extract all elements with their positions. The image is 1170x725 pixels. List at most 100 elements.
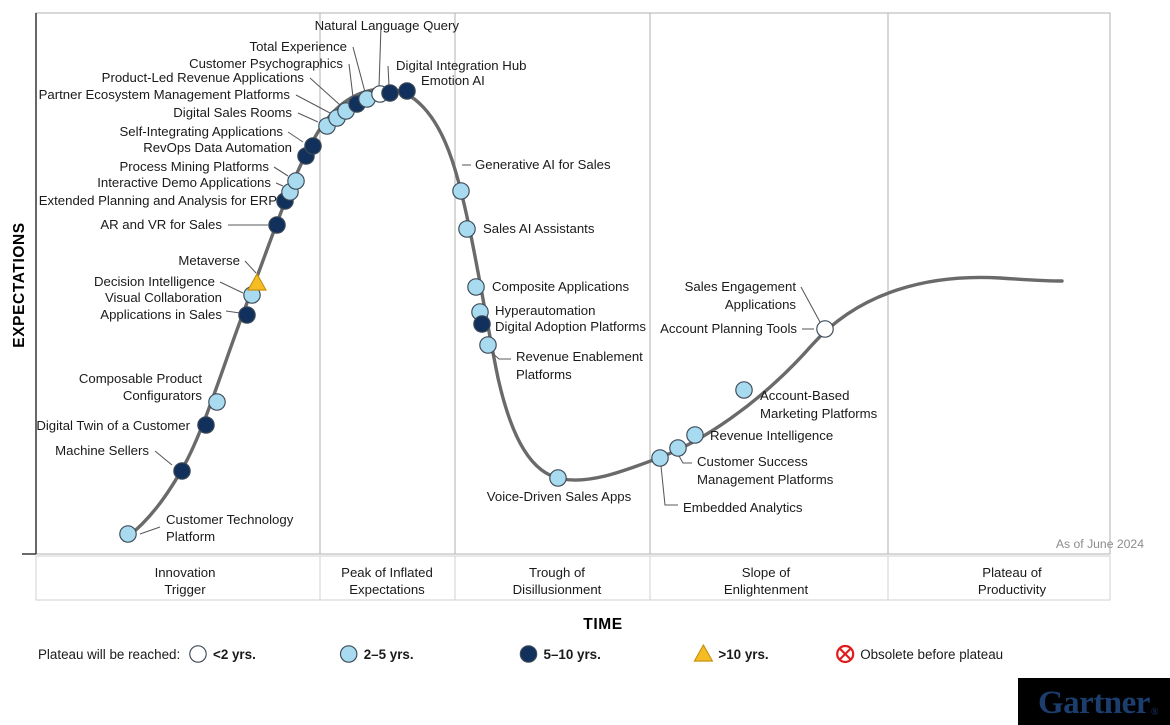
legend-label-10-yrs: >10 yrs. <box>718 647 768 662</box>
data-point-metaverse[interactable] <box>247 272 267 291</box>
data-point-account-planning-tools[interactable] <box>816 320 834 338</box>
leader-line-digital-sales-rooms <box>297 112 319 123</box>
phase-label-trough-2: Disillusionment <box>513 582 602 597</box>
point-label-interactive-demo-applications: Interactive Demo Applications <box>97 175 271 190</box>
point-label-ar-and-vr-for-sales: AR and VR for Sales <box>100 217 222 232</box>
data-point-digital-twin-of-a-customer[interactable] <box>197 416 215 434</box>
point-label-digital-adoption-platforms: Digital Adoption Platforms <box>495 319 646 334</box>
point-label-sales-ai-assistants: Sales AI Assistants <box>483 221 595 236</box>
data-point-customer-technology-platform[interactable] <box>119 525 137 543</box>
data-point-sales-ai-assistants[interactable] <box>458 220 476 238</box>
point-label-generative-ai-for-sales: Generative AI for Sales <box>475 157 611 172</box>
legend: Plateau will be reached: <2 yrs. 2–5 yrs.… <box>38 643 1003 664</box>
data-point-digital-integration-hub[interactable] <box>381 84 399 102</box>
leader-lines-layer <box>139 25 821 535</box>
point-label-embedded-analytics: Embedded Analytics <box>683 500 803 515</box>
phase-label-slope: Slope of <box>742 565 791 580</box>
leader-line-digital-integration-hub <box>387 65 390 87</box>
point-label-sales-engagement-applications-line2: Applications <box>725 297 797 312</box>
phase-label-innovation-trigger: Innovation <box>155 565 216 580</box>
data-point-generative-ai-for-sales[interactable] <box>452 182 470 200</box>
leader-line-decision-intelligence <box>219 281 244 294</box>
data-point-emotion-ai[interactable] <box>398 82 416 100</box>
data-point-revenue-intelligence[interactable] <box>686 426 704 444</box>
phase-band-dividers <box>319 556 889 600</box>
point-label-revenue-intelligence: Revenue Intelligence <box>710 428 833 443</box>
y-axis-title: EXPECTATIONS <box>11 222 28 347</box>
data-point-composable-product-configurators[interactable] <box>208 393 226 411</box>
legend-marker-obsolete-before-plateau <box>836 644 855 664</box>
point-label-metaverse: Metaverse <box>178 253 240 268</box>
as-of-date: As of June 2024 <box>1056 537 1144 551</box>
point-label-emotion-ai: Emotion AI <box>421 73 485 88</box>
leader-line-natural-language-query <box>378 25 382 88</box>
legend-label-obsolete-before-plateau: Obsolete before plateau <box>860 647 1003 662</box>
leader-line-product-led-revenue-applications <box>309 77 341 106</box>
point-label-voice-driven-sales-apps: Voice-Driven Sales Apps <box>487 489 632 504</box>
point-label-customer-technology-platform: Customer Technology <box>166 512 294 527</box>
legend-marker-10-yrs <box>693 643 714 662</box>
point-label-revenue-enablement-platforms-line2: Platforms <box>516 367 572 382</box>
point-label-product-led-revenue-applications: Product-Led Revenue Applications <box>102 70 305 85</box>
leader-line-embedded-analytics <box>660 465 678 506</box>
point-label-account-based-marketing-platforms: Account-Based <box>760 388 849 403</box>
point-label-digital-sales-rooms: Digital Sales Rooms <box>173 105 292 120</box>
point-label-partner-ecosystem-management-platforms: Partner Ecosystem Management Platforms <box>39 87 291 102</box>
data-point-ar-and-vr-for-sales[interactable] <box>268 216 286 234</box>
point-label-account-planning-tools: Account Planning Tools <box>660 321 797 336</box>
data-point-composite-applications[interactable] <box>467 278 485 296</box>
leader-line-total-experience <box>352 46 366 93</box>
point-label-composable-product-configurators: Composable Product <box>79 371 202 386</box>
point-label-machine-sellers: Machine Sellers <box>55 443 149 458</box>
phase-label-trough: Trough of <box>529 565 585 580</box>
point-label-self-integrating-applications: Self-Integrating Applications <box>120 124 284 139</box>
logo-background <box>1018 678 1170 725</box>
phase-label-peak: Peak of Inflated <box>341 565 433 580</box>
data-point-digital-adoption-platforms[interactable] <box>473 315 491 333</box>
leader-line-customer-success-management-platforms <box>678 455 692 464</box>
legend-title: Plateau will be reached: <box>38 647 180 662</box>
gartner-logo-mark: ® <box>1151 707 1159 718</box>
legend-label-2-5-yrs: 2–5 yrs. <box>364 647 414 662</box>
point-label-composable-product-configurators-line2: Configurators <box>123 388 203 403</box>
leader-line-visual-collaboration-applications-in-sales <box>225 310 241 314</box>
data-point-voice-driven-sales-apps[interactable] <box>549 469 567 487</box>
point-label-extended-planning-and-analysis-for-erp: Extended Planning and Analysis for ERP <box>39 193 277 208</box>
point-label-composite-applications: Composite Applications <box>492 279 629 294</box>
data-point-visual-collaboration-applications-in-sales[interactable] <box>238 306 256 324</box>
data-point-self-integrating-applications[interactable] <box>304 137 322 155</box>
legend-label-5-10-yrs: 5–10 yrs. <box>544 647 601 662</box>
data-point-revenue-enablement-platforms[interactable] <box>479 336 497 354</box>
data-point-process-mining-platforms[interactable] <box>287 172 305 190</box>
data-point-machine-sellers[interactable] <box>173 462 191 480</box>
point-label-customer-technology-platform-line2: Platform <box>166 529 215 544</box>
phase-label-plateau-2: Productivity <box>978 582 1047 597</box>
leader-line-machine-sellers <box>154 450 173 466</box>
point-label-hyperautomation: Hyperautomation <box>495 303 595 318</box>
data-point-account-based-marketing-platforms[interactable] <box>735 381 753 399</box>
point-label-visual-collaboration-applications-in-sales-line2: Applications in Sales <box>100 307 222 322</box>
data-points-layer <box>119 82 834 543</box>
phase-band <box>35 555 1111 601</box>
x-axis-title: TIME <box>583 616 622 633</box>
legend-marker-5-10-yrs <box>519 645 538 663</box>
leader-line-partner-ecosystem-management-platforms <box>295 94 331 114</box>
point-label-decision-intelligence: Decision Intelligence <box>94 274 215 289</box>
legend-marker-2-yrs <box>189 645 207 663</box>
data-point-customer-success-management-platforms[interactable] <box>669 439 687 457</box>
phase-label-slope-2: Enlightenment <box>724 582 809 597</box>
data-point-embedded-analytics[interactable] <box>651 449 669 467</box>
point-label-process-mining-platforms: Process Mining Platforms <box>119 159 269 174</box>
point-label-digital-twin-of-a-customer: Digital Twin of a Customer <box>36 418 190 433</box>
point-label-customer-success-management-platforms-line2: Management Platforms <box>697 472 834 487</box>
phase-label-peak-2: Expectations <box>349 582 425 597</box>
leader-line-customer-psychographics <box>348 63 354 98</box>
point-label-digital-integration-hub: Digital Integration Hub <box>396 58 526 73</box>
leader-line-process-mining-platforms <box>273 166 289 177</box>
phase-dividers <box>319 13 889 554</box>
point-label-sales-engagement-applications: Sales Engagement <box>685 279 797 294</box>
leader-line-customer-technology-platform <box>139 526 161 535</box>
point-label-visual-collaboration-applications-in-sales: Visual Collaboration <box>105 290 222 305</box>
